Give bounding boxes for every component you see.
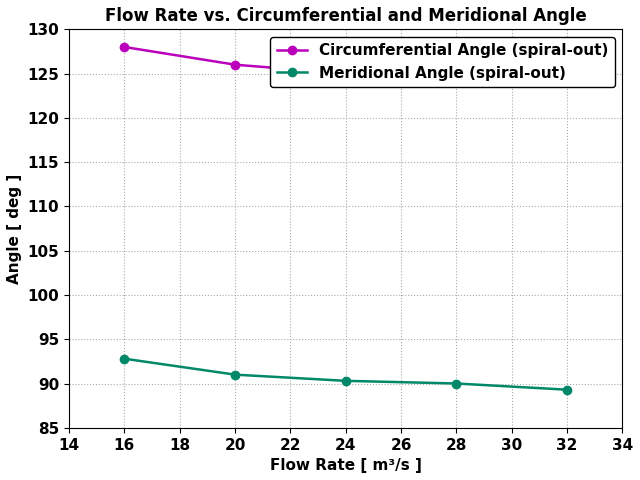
Meridional Angle (spiral-out) [342,378,349,384]
Y-axis label: Angle [ deg ]: Angle [ deg ] [7,173,22,284]
Circumferential Angle (spiral-out) [452,75,460,81]
Legend: Circumferential Angle (spiral-out), Meridional Angle (spiral-out): Circumferential Angle (spiral-out), Meri… [271,37,615,87]
Title: Flow Rate vs. Circumferential and Meridional Angle: Flow Rate vs. Circumferential and Meridi… [105,7,587,25]
Circumferential Angle (spiral-out) [231,62,239,68]
Line: Meridional Angle (spiral-out): Meridional Angle (spiral-out) [120,355,572,394]
Circumferential Angle (spiral-out) [120,44,128,50]
Meridional Angle (spiral-out) [452,381,460,386]
Meridional Angle (spiral-out) [231,372,239,378]
Meridional Angle (spiral-out) [120,356,128,361]
X-axis label: Flow Rate [ m³/s ]: Flow Rate [ m³/s ] [270,458,422,473]
Circumferential Angle (spiral-out) [342,71,349,76]
Meridional Angle (spiral-out) [563,387,571,393]
Circumferential Angle (spiral-out) [563,80,571,85]
Line: Circumferential Angle (spiral-out): Circumferential Angle (spiral-out) [120,43,572,86]
